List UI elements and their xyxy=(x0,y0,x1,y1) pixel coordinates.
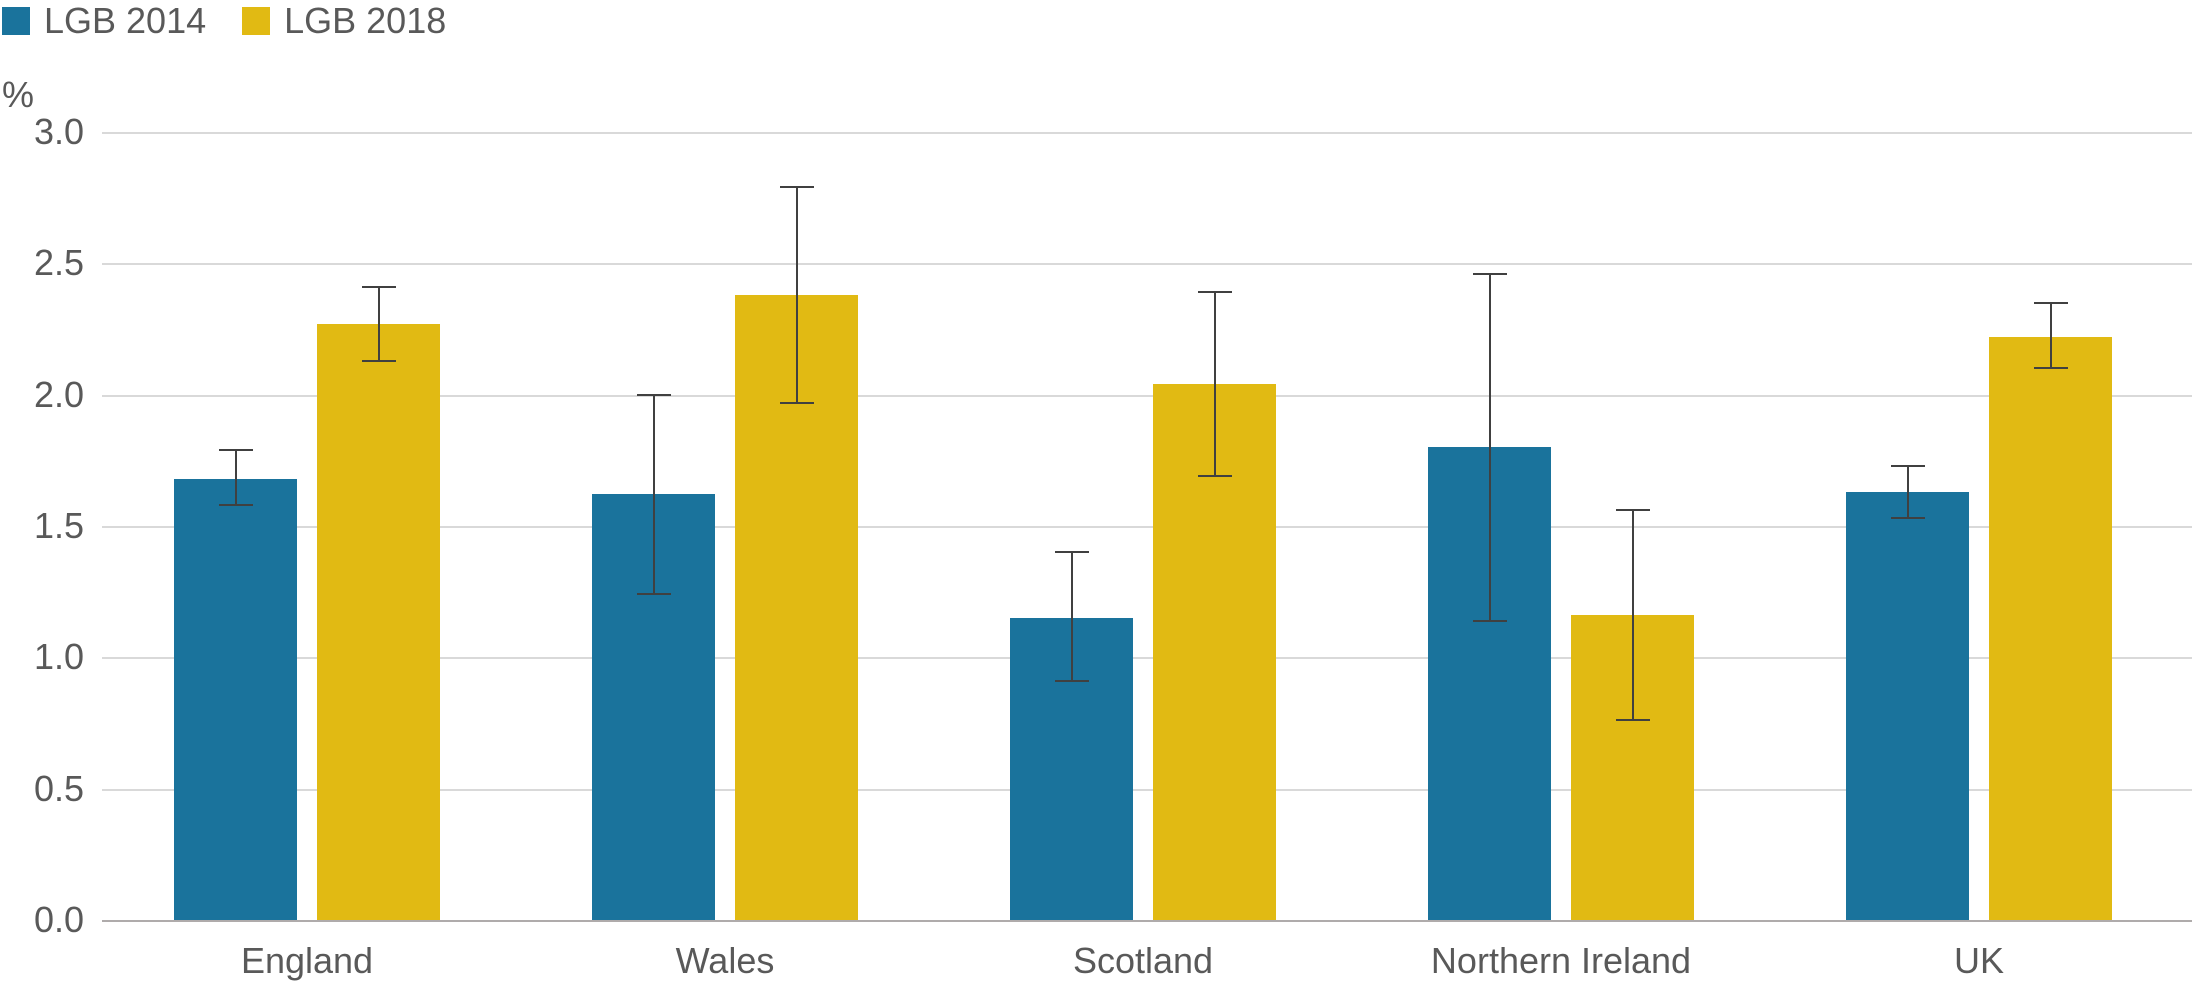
error-cap-low xyxy=(219,504,253,506)
chart-legend: LGB 2014 LGB 2018 xyxy=(2,0,446,42)
error-bar xyxy=(378,287,380,361)
y-tick-label: 0.0 xyxy=(34,899,102,941)
error-cap-low xyxy=(1891,517,1925,519)
bar-lgb-2014-england xyxy=(174,479,297,920)
error-cap-low xyxy=(1198,475,1232,477)
error-bar xyxy=(1071,552,1073,681)
y-tick-label: 1.0 xyxy=(34,636,102,678)
error-cap-high xyxy=(1891,465,1925,467)
error-cap-high xyxy=(1198,291,1232,293)
x-tick-label: Wales xyxy=(676,920,775,982)
legend-item-series-1: LGB 2014 xyxy=(2,0,206,42)
error-bar xyxy=(1489,274,1491,621)
error-cap-low xyxy=(1473,620,1507,622)
error-cap-high xyxy=(362,286,396,288)
legend-label-series-1: LGB 2014 xyxy=(44,0,206,42)
chart-container: LGB 2014 LGB 2018 % 0.00.51.01.52.02.53.… xyxy=(0,0,2204,987)
x-tick-label: England xyxy=(241,920,373,982)
error-cap-low xyxy=(1055,680,1089,682)
error-bar xyxy=(1907,466,1909,519)
error-bar xyxy=(235,450,237,505)
bar-lgb-2018-uk xyxy=(1989,337,2112,920)
error-cap-low xyxy=(780,402,814,404)
error-cap-high xyxy=(219,449,253,451)
y-tick-label: 0.5 xyxy=(34,768,102,810)
legend-label-series-2: LGB 2018 xyxy=(284,0,446,42)
legend-item-series-2: LGB 2018 xyxy=(242,0,446,42)
y-tick-label: 1.5 xyxy=(34,505,102,547)
plot-area: 0.00.51.01.52.02.53.0EnglandWalesScotlan… xyxy=(102,132,2192,920)
error-cap-low xyxy=(1616,719,1650,721)
x-tick-label: Scotland xyxy=(1073,920,1213,982)
error-cap-high xyxy=(2034,302,2068,304)
error-cap-high xyxy=(1616,509,1650,511)
error-bar xyxy=(796,187,798,402)
y-tick-label: 2.0 xyxy=(34,374,102,416)
grid-line xyxy=(102,263,2192,265)
error-cap-low xyxy=(2034,367,2068,369)
error-cap-high xyxy=(780,186,814,188)
legend-swatch-series-2 xyxy=(242,7,270,35)
bar-lgb-2014-uk xyxy=(1846,492,1969,920)
error-cap-low xyxy=(362,360,396,362)
error-bar xyxy=(653,395,655,595)
legend-swatch-series-1 xyxy=(2,7,30,35)
y-tick-label: 2.5 xyxy=(34,242,102,284)
error-bar xyxy=(2050,303,2052,369)
y-tick-label: 3.0 xyxy=(34,111,102,153)
error-cap-high xyxy=(1473,273,1507,275)
bar-lgb-2018-england xyxy=(317,324,440,920)
error-cap-high xyxy=(637,394,671,396)
grid-line xyxy=(102,132,2192,134)
error-cap-low xyxy=(637,593,671,595)
error-cap-high xyxy=(1055,551,1089,553)
y-axis-unit-label: % xyxy=(2,74,34,116)
error-bar xyxy=(1632,510,1634,720)
x-tick-label: UK xyxy=(1954,920,2004,982)
error-bar xyxy=(1214,292,1216,476)
x-tick-label: Northern Ireland xyxy=(1431,920,1691,982)
